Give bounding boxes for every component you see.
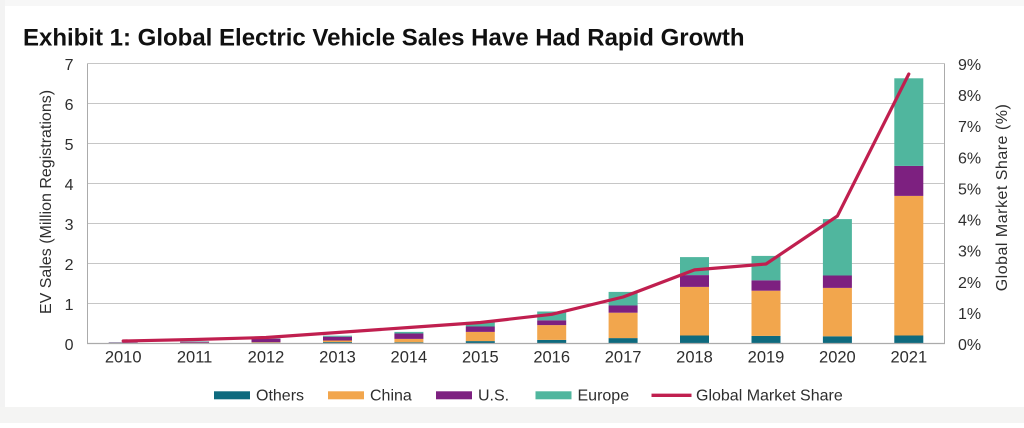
svg-text:2013: 2013 <box>319 349 356 367</box>
svg-text:Global Market Share: Global Market Share <box>696 388 843 405</box>
svg-text:China: China <box>370 388 412 405</box>
svg-text:7%: 7% <box>958 119 981 136</box>
svg-text:2019: 2019 <box>748 349 785 367</box>
svg-text:3: 3 <box>65 217 74 234</box>
svg-text:U.S.: U.S. <box>478 388 509 405</box>
svg-text:1: 1 <box>65 297 74 314</box>
svg-text:6%: 6% <box>958 150 981 167</box>
svg-text:0: 0 <box>65 337 74 354</box>
svg-text:2020: 2020 <box>819 349 856 367</box>
svg-text:2014: 2014 <box>391 349 428 367</box>
svg-text:4%: 4% <box>958 213 981 230</box>
svg-text:5%: 5% <box>958 181 981 198</box>
svg-text:2017: 2017 <box>605 349 642 367</box>
svg-text:Exhibit 1: Global Electric Veh: Exhibit 1: Global Electric Vehicle Sales… <box>23 25 745 52</box>
svg-text:1%: 1% <box>958 306 981 323</box>
svg-text:EV Sales (Million Registration: EV Sales (Million Registrations) <box>38 90 55 314</box>
svg-text:5: 5 <box>65 137 74 154</box>
svg-text:Europe: Europe <box>578 388 630 405</box>
svg-text:Global Market Share (%): Global Market Share (%) <box>994 104 1011 292</box>
svg-text:6: 6 <box>65 97 74 114</box>
svg-text:7: 7 <box>65 57 74 74</box>
svg-text:0%: 0% <box>958 337 981 354</box>
svg-text:2021: 2021 <box>890 349 927 367</box>
svg-text:4: 4 <box>65 177 74 194</box>
svg-text:2016: 2016 <box>533 349 570 367</box>
svg-text:8%: 8% <box>958 88 981 105</box>
svg-text:2%: 2% <box>958 275 981 292</box>
svg-text:2: 2 <box>65 257 74 274</box>
svg-text:9%: 9% <box>958 57 981 74</box>
svg-text:2015: 2015 <box>462 349 499 367</box>
svg-text:2011: 2011 <box>177 349 212 367</box>
svg-text:Others: Others <box>256 388 304 405</box>
svg-text:2010: 2010 <box>105 349 142 367</box>
svg-text:2012: 2012 <box>248 349 285 367</box>
svg-text:2018: 2018 <box>676 349 713 367</box>
svg-text:3%: 3% <box>958 244 981 261</box>
